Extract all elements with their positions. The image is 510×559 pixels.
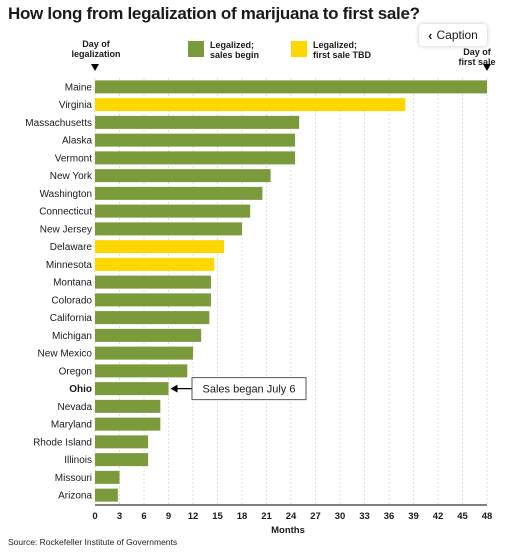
category-label-minnesota: Minnesota (46, 260, 93, 271)
x-axis-title: Months (271, 525, 305, 536)
legend-swatch-tbd (291, 41, 307, 57)
x-tick-label-42: 42 (433, 511, 444, 522)
legalization-note-line2: legalization (71, 49, 121, 59)
legalization-note: Day of legalization (68, 39, 124, 59)
first-sale-marker-icon (483, 64, 491, 71)
category-label-rhode-island: Rhode Island (33, 437, 92, 448)
category-label-ohio: Ohio (69, 384, 92, 395)
x-tick-label-3: 3 (117, 511, 122, 522)
bar-maryland (95, 417, 161, 431)
x-tick-label-6: 6 (141, 511, 146, 522)
bar-illinois (95, 453, 149, 467)
category-label-alaska: Alaska (62, 136, 92, 147)
x-tick-label-33: 33 (359, 511, 370, 522)
category-label-missouri: Missouri (55, 473, 92, 484)
category-label-michigan: Michigan (52, 331, 92, 342)
legend-label-tbd: Legalized; first sale TBD (313, 40, 371, 60)
legend-label-sales: Legalized; sales begin (210, 40, 259, 60)
x-tick-label-45: 45 (457, 511, 468, 522)
x-tick-label-12: 12 (188, 511, 199, 522)
bar-arizona (95, 488, 118, 502)
x-tick-label-18: 18 (237, 511, 248, 522)
x-tick-label-9: 9 (166, 511, 171, 522)
bar-washington (95, 186, 263, 200)
category-label-colorado: Colorado (51, 295, 92, 306)
x-tick-label-27: 27 (310, 511, 321, 522)
legend-sales-line2: sales begin (210, 50, 260, 60)
legalization-marker-icon (91, 64, 99, 71)
category-label-illinois: Illinois (64, 455, 92, 466)
category-label-california: California (50, 313, 93, 324)
category-label-new-york: New York (50, 171, 93, 182)
category-label-delaware: Delaware (50, 242, 93, 253)
source-note: Source: Rockefeller Institute of Governm… (8, 537, 178, 547)
annotation-box (191, 377, 307, 401)
category-label-nevada: Nevada (58, 402, 93, 413)
legend-sales-line1: Legalized; (210, 40, 255, 50)
first-sale-note-line1: Day of (463, 47, 491, 57)
bar-michigan (95, 328, 202, 342)
bar-missouri (95, 470, 120, 484)
bar-massachusetts (95, 115, 300, 129)
category-label-vermont: Vermont (55, 153, 92, 164)
bar-ohio (95, 382, 169, 396)
x-tick-label-15: 15 (212, 511, 223, 522)
bar-california (95, 311, 210, 325)
bar-minnesota (95, 257, 215, 271)
legalization-note-line1: Day of (82, 39, 110, 49)
x-tick-label-30: 30 (335, 511, 346, 522)
bar-oregon (95, 364, 188, 378)
x-tick-label-0: 0 (92, 511, 97, 522)
category-label-connecticut: Connecticut (39, 207, 92, 218)
x-tick-label-48: 48 (482, 511, 493, 522)
x-tick-label-36: 36 (384, 511, 395, 522)
annotation-arrow-icon (170, 384, 178, 393)
category-label-maryland: Maryland (51, 420, 92, 431)
category-label-montana: Montana (53, 278, 92, 289)
bar-vermont (95, 151, 296, 165)
bar-maine (95, 80, 487, 94)
legend-tbd-line1: Legalized; (313, 40, 358, 50)
category-label-washington: Washington (40, 189, 92, 200)
category-label-arizona: Arizona (58, 491, 92, 502)
first-sale-note-line2: first sale (458, 57, 496, 67)
category-label-massachusetts: Massachusetts (25, 118, 92, 129)
category-label-new-mexico: New Mexico (38, 349, 93, 360)
bar-new-york (95, 169, 271, 183)
category-label-virginia: Virginia (59, 100, 93, 111)
annotation-text: Sales began July 6 (203, 384, 296, 396)
bar-new-jersey (95, 222, 242, 236)
x-tick-label-21: 21 (261, 511, 272, 522)
caption-button-label: Caption (436, 28, 478, 42)
chart-title: How long from legalization of marijuana … (8, 4, 420, 23)
bar-connecticut (95, 204, 251, 218)
chevron-left-icon: ‹ (428, 27, 433, 43)
first-sale-note: Day of first sale (452, 47, 502, 67)
bar-new-mexico (95, 346, 193, 360)
caption-button[interactable]: ‹ Caption (419, 24, 487, 46)
bar-delaware (95, 240, 225, 254)
bar-virginia (95, 98, 406, 112)
bar-nevada (95, 399, 161, 413)
category-label-new-jersey: New Jersey (40, 224, 92, 235)
x-tick-label-24: 24 (286, 511, 297, 522)
legend-swatch-sales (188, 41, 204, 57)
bar-rhode-island (95, 435, 149, 449)
bar-colorado (95, 293, 211, 307)
x-tick-label-39: 39 (408, 511, 419, 522)
bar-alaska (95, 133, 296, 147)
legend-tbd-line2: first sale TBD (313, 50, 372, 60)
bar-montana (95, 275, 211, 289)
category-label-oregon: Oregon (59, 366, 92, 377)
category-label-maine: Maine (65, 82, 93, 93)
